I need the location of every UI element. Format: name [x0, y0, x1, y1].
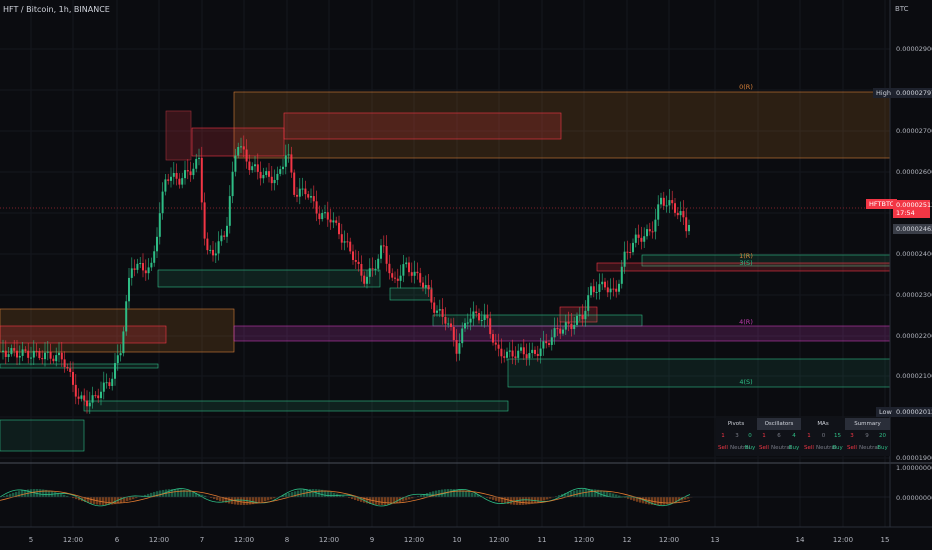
- sell-label: Sell: [847, 445, 857, 451]
- summary-header-mas: MAs: [817, 421, 829, 427]
- price-axis-label: 0.00002600: [896, 168, 932, 176]
- summary-sell-count: 3: [850, 433, 854, 439]
- zone-support-mid: [157, 269, 381, 288]
- price-candles: [2, 135, 690, 414]
- zone-support-corner: [0, 419, 85, 452]
- sell-label: Sell: [804, 445, 814, 451]
- zone-label: 4(S): [739, 378, 753, 386]
- mas-sell-count: 1: [807, 433, 811, 439]
- time-axis-label: 12:00: [832, 536, 854, 544]
- time-axis-label: 12: [622, 536, 632, 544]
- buy-label: Buy: [788, 445, 800, 451]
- zone-label: 1(R): [739, 252, 753, 260]
- chart-title: HFT / Bitcoin, 1h, BINANCE: [3, 5, 110, 14]
- oscillators-sell-count: 1: [762, 433, 766, 439]
- oscillator-axis-label: 1.00000000: [896, 464, 932, 472]
- time-axis-label: 12:00: [658, 536, 680, 544]
- current-price-tag: 0.00002513 17:54: [893, 200, 932, 218]
- time-axis-label: 14: [795, 536, 805, 544]
- technical-summary-table: Pivots Oscillators MAs Summary 1 3 0 1 6…: [716, 418, 890, 456]
- moving-average-tag: 0.00002463: [893, 224, 932, 234]
- high-price-tag: 0.00002797: [893, 88, 932, 98]
- time-axis-label: 12:00: [573, 536, 595, 544]
- zone-resistance-left-inner: [0, 325, 167, 344]
- time-axis-label: 12:00: [318, 536, 340, 544]
- symbol-tag: HFTBTC: [866, 199, 898, 209]
- supply-demand-zones: [0, 91, 891, 452]
- time-axis-label: 9: [369, 536, 375, 544]
- pivots-sell-count: 1: [721, 433, 725, 439]
- buy-label: Buy: [877, 445, 888, 451]
- price-axis-label: 0.00002100: [896, 372, 932, 380]
- price-axis-label: 0.00002700: [896, 127, 932, 135]
- summary-header-oscillators: Oscillators: [757, 418, 801, 430]
- neutral-label: Neutral: [771, 445, 792, 451]
- zone-support-bottom: [83, 400, 509, 412]
- neutral-label: Neutral: [730, 445, 751, 451]
- time-axis-label: 12:00: [488, 536, 510, 544]
- time-axis-label: 12:00: [233, 536, 255, 544]
- buy-label: Buy: [744, 445, 756, 451]
- oscillators-buy-count: 4: [792, 433, 796, 439]
- zone-support-low-left: [0, 363, 159, 369]
- summary-header-summary: Summary: [845, 418, 890, 430]
- time-axis-label: 11: [537, 536, 547, 544]
- oscillators-neutral-count: 6: [777, 433, 781, 439]
- sell-label: Sell: [718, 445, 728, 451]
- pivots-neutral-count: 3: [735, 433, 739, 439]
- price-axis-label: 0.00002200: [896, 332, 932, 340]
- time-axis-label: 12:00: [62, 536, 84, 544]
- low-tag-label: Low: [876, 407, 895, 417]
- summary-buy-count: 20: [879, 433, 886, 439]
- time-axis-label: 15: [880, 536, 890, 544]
- currency-label: BTC: [895, 5, 909, 13]
- high-tag-label: High: [873, 88, 894, 98]
- low-price-tag: 0.00002012: [893, 407, 932, 417]
- buy-label: Buy: [832, 445, 843, 451]
- mas-neutral-count: 0: [821, 433, 826, 439]
- time-axis-label: 5: [28, 536, 34, 544]
- summary-neutral-count: 9: [865, 433, 869, 439]
- time-axis-label: 13: [710, 536, 720, 544]
- time-axis-label: 8: [284, 536, 290, 544]
- chart-grid: [0, 0, 890, 527]
- candle-countdown: 17:54: [896, 209, 915, 217]
- price-axis-label: 0.00002900: [896, 45, 932, 53]
- zone-label: 4(R): [739, 318, 753, 326]
- neutral-label: Neutral: [816, 445, 837, 451]
- zone-resistance-left-wide: [0, 308, 235, 353]
- summary-header-pivots: Pivots: [727, 421, 745, 427]
- zone-support-low: [507, 358, 891, 388]
- time-axis-label: 12:00: [148, 536, 170, 544]
- neutral-label: Neutral: [859, 445, 880, 451]
- price-axis-label: 0.00002400: [896, 250, 932, 258]
- mas-buy-count: 15: [834, 433, 841, 439]
- price-axis-label: 0.00002300: [896, 291, 932, 299]
- current-price-value: 0.00002513: [896, 201, 932, 209]
- time-axis-label: 12:00: [403, 536, 425, 544]
- time-axis-label: 7: [199, 536, 205, 544]
- zone-label: 3(S): [739, 259, 753, 267]
- zone-resistance-peak: [165, 110, 192, 161]
- time-axis-label: 10: [452, 536, 462, 544]
- pivots-buy-count: 0: [748, 433, 752, 439]
- oscillator-pane: [0, 487, 890, 507]
- zone-label: 0(R): [739, 83, 753, 91]
- zone-resistance-top: [233, 91, 891, 159]
- price-axis-label: 0.00001900: [896, 454, 932, 462]
- zone-resistance-mid: [283, 112, 562, 140]
- sell-label: Sell: [759, 445, 769, 451]
- oscillator-axis-label: 0.00000000: [896, 494, 932, 502]
- time-axis-label: 6: [114, 536, 120, 544]
